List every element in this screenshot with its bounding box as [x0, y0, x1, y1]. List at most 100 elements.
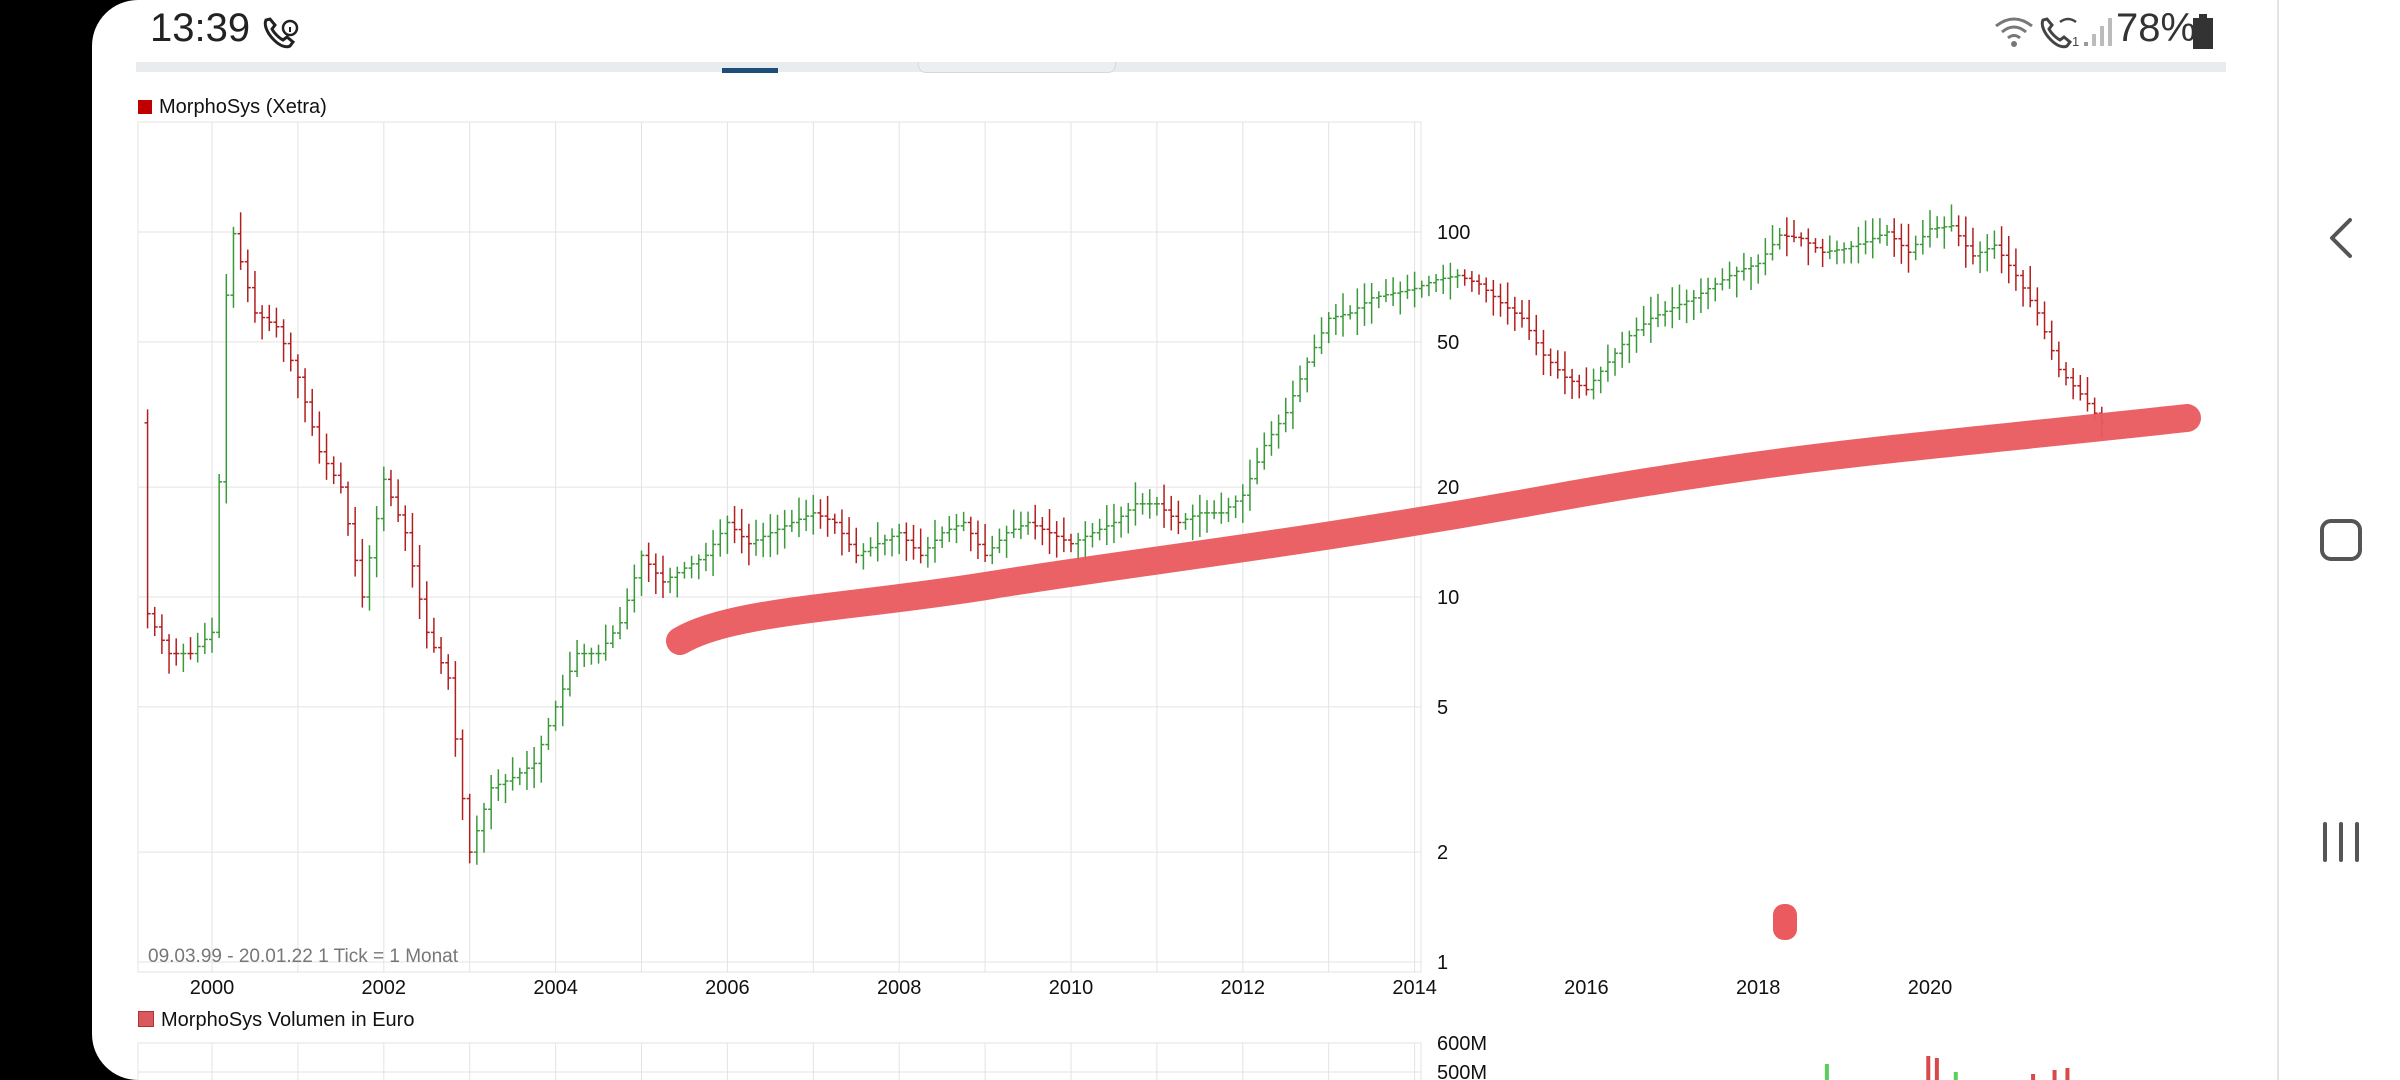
price-bar	[345, 481, 352, 536]
price-bar	[294, 354, 301, 399]
price-bar	[1733, 266, 1740, 298]
price-bar	[1454, 269, 1461, 288]
price-bar	[1891, 218, 1898, 257]
price-bar	[974, 520, 981, 560]
price-bar	[323, 433, 330, 480]
price-bar	[781, 509, 788, 549]
price-bar	[2063, 362, 2070, 386]
price-bar	[1304, 357, 1311, 393]
price-bar	[1984, 234, 1991, 272]
price-bar	[1476, 274, 1483, 295]
price-bar	[803, 499, 810, 532]
price-bar	[588, 647, 595, 665]
price-bar	[1619, 331, 1626, 368]
price-bar	[688, 555, 695, 579]
price-bar	[1769, 225, 1776, 261]
price-bar	[502, 774, 509, 804]
price-bar	[1955, 215, 1962, 247]
x-tick-label: 2010	[1049, 977, 1094, 999]
price-bar	[989, 535, 996, 565]
price-bar	[1561, 351, 1568, 395]
price-bar	[1540, 329, 1547, 376]
price-bar	[1325, 312, 1332, 344]
price-bar	[788, 509, 795, 532]
price-bar	[1898, 223, 1905, 264]
price-bar	[481, 802, 488, 853]
price-bar	[860, 543, 867, 570]
price-bar	[366, 545, 373, 611]
price-bar	[230, 226, 237, 308]
volume-y-tick-label: 500M	[1437, 1062, 1487, 1080]
price-bar	[1046, 509, 1053, 555]
price-bar	[2034, 287, 2041, 326]
price-bar	[1411, 271, 1418, 308]
price-bar	[1719, 268, 1726, 291]
price-bar	[1440, 264, 1447, 294]
price-bar	[423, 581, 430, 649]
price-bar	[2005, 235, 2012, 284]
price-bar	[1511, 296, 1518, 331]
trend-line-annotation	[666, 404, 2201, 655]
price-bar	[1497, 283, 1504, 317]
price-bar	[1347, 305, 1354, 320]
price-bar	[1855, 226, 1862, 264]
price-bar	[1647, 296, 1654, 343]
price-bar	[1504, 282, 1511, 325]
price-bar	[1204, 500, 1211, 533]
price-bar	[1826, 235, 1833, 260]
price-bar	[409, 512, 416, 588]
price-bar	[2084, 377, 2091, 412]
price-bar	[538, 735, 545, 783]
x-tick-label: 2004	[533, 977, 578, 999]
price-bar	[380, 466, 387, 532]
price-bar	[745, 523, 752, 566]
price-bar	[1941, 216, 1948, 249]
wifi-call-status-icon: 1	[2038, 14, 2082, 55]
price-bar	[1805, 228, 1812, 266]
price-bar	[2012, 248, 2019, 291]
recents-nav-button[interactable]	[2317, 818, 2365, 866]
svg-text:1: 1	[2072, 34, 2079, 49]
price-bar	[695, 554, 702, 580]
volume-bar	[1953, 1072, 1958, 1080]
price-bar	[1526, 299, 1533, 340]
price-bar	[1583, 367, 1590, 396]
price-bar	[1039, 517, 1046, 546]
active-tab-indicator[interactable]	[722, 68, 778, 73]
x-tick-label: 2000	[190, 977, 235, 999]
price-bar	[1790, 219, 1797, 243]
price-bar	[1425, 275, 1432, 297]
price-bar	[1590, 368, 1597, 400]
price-bar	[1669, 287, 1676, 329]
price-bar	[960, 511, 967, 532]
back-chevron-icon	[2330, 218, 2352, 258]
price-bar	[402, 505, 409, 551]
price-bar	[1032, 504, 1039, 540]
price-legend: MorphoSys (Xetra)	[138, 96, 327, 119]
price-bar	[1798, 232, 1805, 247]
price-bar	[1332, 304, 1339, 335]
wifi-icon	[1992, 14, 2036, 55]
price-bar	[817, 499, 824, 529]
price-bar	[1390, 277, 1397, 307]
price-bar	[1261, 432, 1268, 470]
price-bar	[939, 526, 946, 548]
price-bar	[559, 674, 566, 727]
home-nav-button[interactable]	[2317, 516, 2365, 564]
x-tick-label: 2006	[705, 977, 750, 999]
tab-pill[interactable]	[918, 62, 1116, 73]
price-bar	[1576, 374, 1583, 399]
price-bar	[831, 513, 838, 534]
price-bar	[337, 462, 344, 494]
price-bar	[1110, 503, 1117, 544]
price-bar	[1003, 525, 1010, 558]
back-nav-button[interactable]	[2317, 214, 2365, 262]
screen: 13:39 1	[92, 0, 2277, 1080]
price-bar	[187, 637, 194, 660]
price-bar	[1597, 366, 1604, 394]
price-bar	[846, 517, 853, 552]
price-bar	[173, 638, 180, 666]
price-bar	[838, 509, 845, 556]
price-bar	[1246, 459, 1253, 511]
